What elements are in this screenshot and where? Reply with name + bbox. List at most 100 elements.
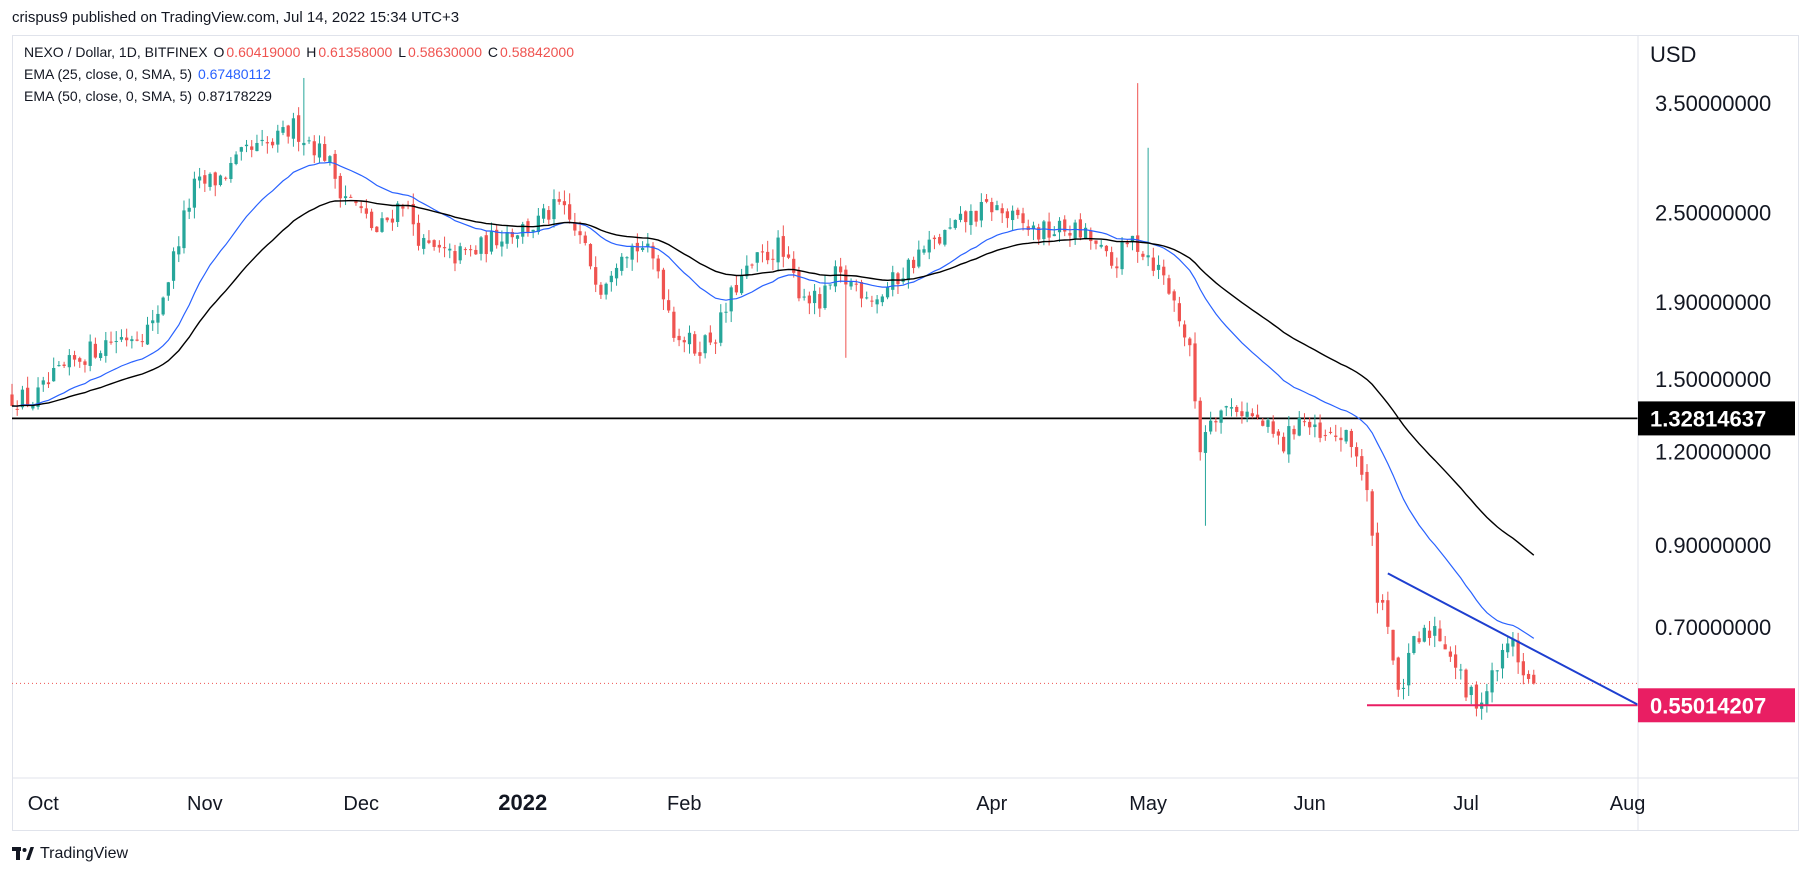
candle-body	[489, 230, 494, 252]
candle	[1511, 632, 1515, 657]
candle	[927, 230, 931, 260]
candle-body	[385, 217, 389, 221]
candle	[197, 167, 202, 189]
candle-body	[1339, 437, 1343, 441]
candle-body	[682, 340, 686, 343]
candle	[67, 349, 71, 376]
candle-body	[479, 237, 483, 254]
candle	[557, 191, 561, 205]
x-tick-label: Aug	[1610, 793, 1646, 815]
candle-body	[552, 199, 556, 220]
candle	[917, 240, 921, 269]
y-tick-label: 1.20000000	[1655, 439, 1771, 464]
ema-lines	[11, 161, 1535, 639]
candle-body	[177, 246, 181, 255]
candle-body	[401, 206, 405, 209]
candle	[323, 136, 327, 162]
candle	[468, 244, 473, 257]
candle-body	[1068, 232, 1072, 236]
candle	[1209, 411, 1213, 435]
candle-body	[458, 246, 462, 261]
candle	[901, 267, 905, 285]
candle	[1469, 685, 1473, 705]
candle	[338, 173, 342, 208]
candle	[802, 288, 806, 301]
candle	[265, 136, 269, 154]
candle-body	[1334, 435, 1338, 437]
candle	[958, 206, 963, 223]
candle-body	[463, 249, 468, 251]
candle-body	[776, 237, 780, 263]
candle	[1172, 289, 1176, 312]
candle	[1453, 645, 1458, 680]
candle-body	[234, 154, 238, 165]
candle	[442, 236, 447, 258]
descending-trend-line	[1387, 572, 1639, 706]
candle-body	[651, 245, 655, 259]
candle-body	[31, 404, 35, 409]
footer-logo[interactable]: TradingView	[12, 845, 128, 863]
candle	[1224, 405, 1228, 417]
candle-body	[145, 324, 150, 345]
candle	[62, 361, 66, 369]
candle	[1073, 219, 1077, 245]
candle-body	[197, 176, 202, 181]
candle	[145, 316, 150, 345]
candle	[359, 201, 363, 214]
candle-body	[1162, 266, 1166, 276]
candle	[1490, 662, 1494, 703]
candle-body	[203, 175, 207, 184]
candle	[849, 278, 853, 290]
candle-body	[1318, 422, 1322, 438]
candle-body	[192, 178, 197, 208]
candle	[734, 274, 739, 296]
candle	[1083, 223, 1088, 240]
candle-body	[1188, 338, 1192, 346]
y-tick-label: 0.90000000	[1655, 533, 1771, 558]
candle	[171, 247, 176, 289]
candle-body	[427, 240, 431, 243]
legend-ohlc: NEXO / Dollar, 1D, BITFINEX O 0.60419000 …	[24, 44, 576, 60]
candle-body	[1386, 600, 1390, 627]
candle	[1287, 416, 1291, 463]
candle-body	[859, 281, 864, 299]
candle-body	[1349, 430, 1353, 448]
candle	[1016, 207, 1020, 219]
candle	[541, 203, 546, 224]
candle	[1485, 683, 1489, 713]
candle-body	[1177, 303, 1182, 322]
candle	[1396, 656, 1400, 697]
candle	[458, 242, 462, 264]
candle	[682, 336, 686, 353]
candle	[948, 218, 952, 230]
candle	[500, 230, 504, 257]
candle	[807, 291, 811, 315]
currency-label[interactable]: USD	[1650, 42, 1697, 67]
candle	[218, 174, 223, 187]
candles	[10, 77, 1536, 720]
candle	[1146, 147, 1150, 267]
candle	[1005, 208, 1010, 228]
candle-body	[380, 218, 384, 232]
candle-body	[343, 196, 348, 199]
price-label-text: 1.32814637	[1650, 406, 1766, 431]
candle	[760, 244, 765, 263]
candle-body	[1532, 674, 1536, 684]
candle-body	[1396, 657, 1400, 690]
candle-body	[260, 139, 264, 142]
candle	[484, 231, 488, 263]
candle	[1182, 320, 1187, 347]
candle-body	[26, 387, 30, 406]
candle-body	[109, 341, 113, 343]
candle	[1099, 239, 1103, 249]
candle	[812, 283, 817, 315]
candle-body	[495, 229, 499, 246]
candle-body	[1381, 599, 1385, 603]
candle	[1037, 223, 1041, 245]
candle	[1245, 402, 1249, 423]
y-tick-label: 3.50000000	[1655, 91, 1771, 116]
x-tick-label: Nov	[187, 793, 223, 815]
candle-body	[432, 240, 436, 247]
candle-body	[922, 249, 926, 253]
